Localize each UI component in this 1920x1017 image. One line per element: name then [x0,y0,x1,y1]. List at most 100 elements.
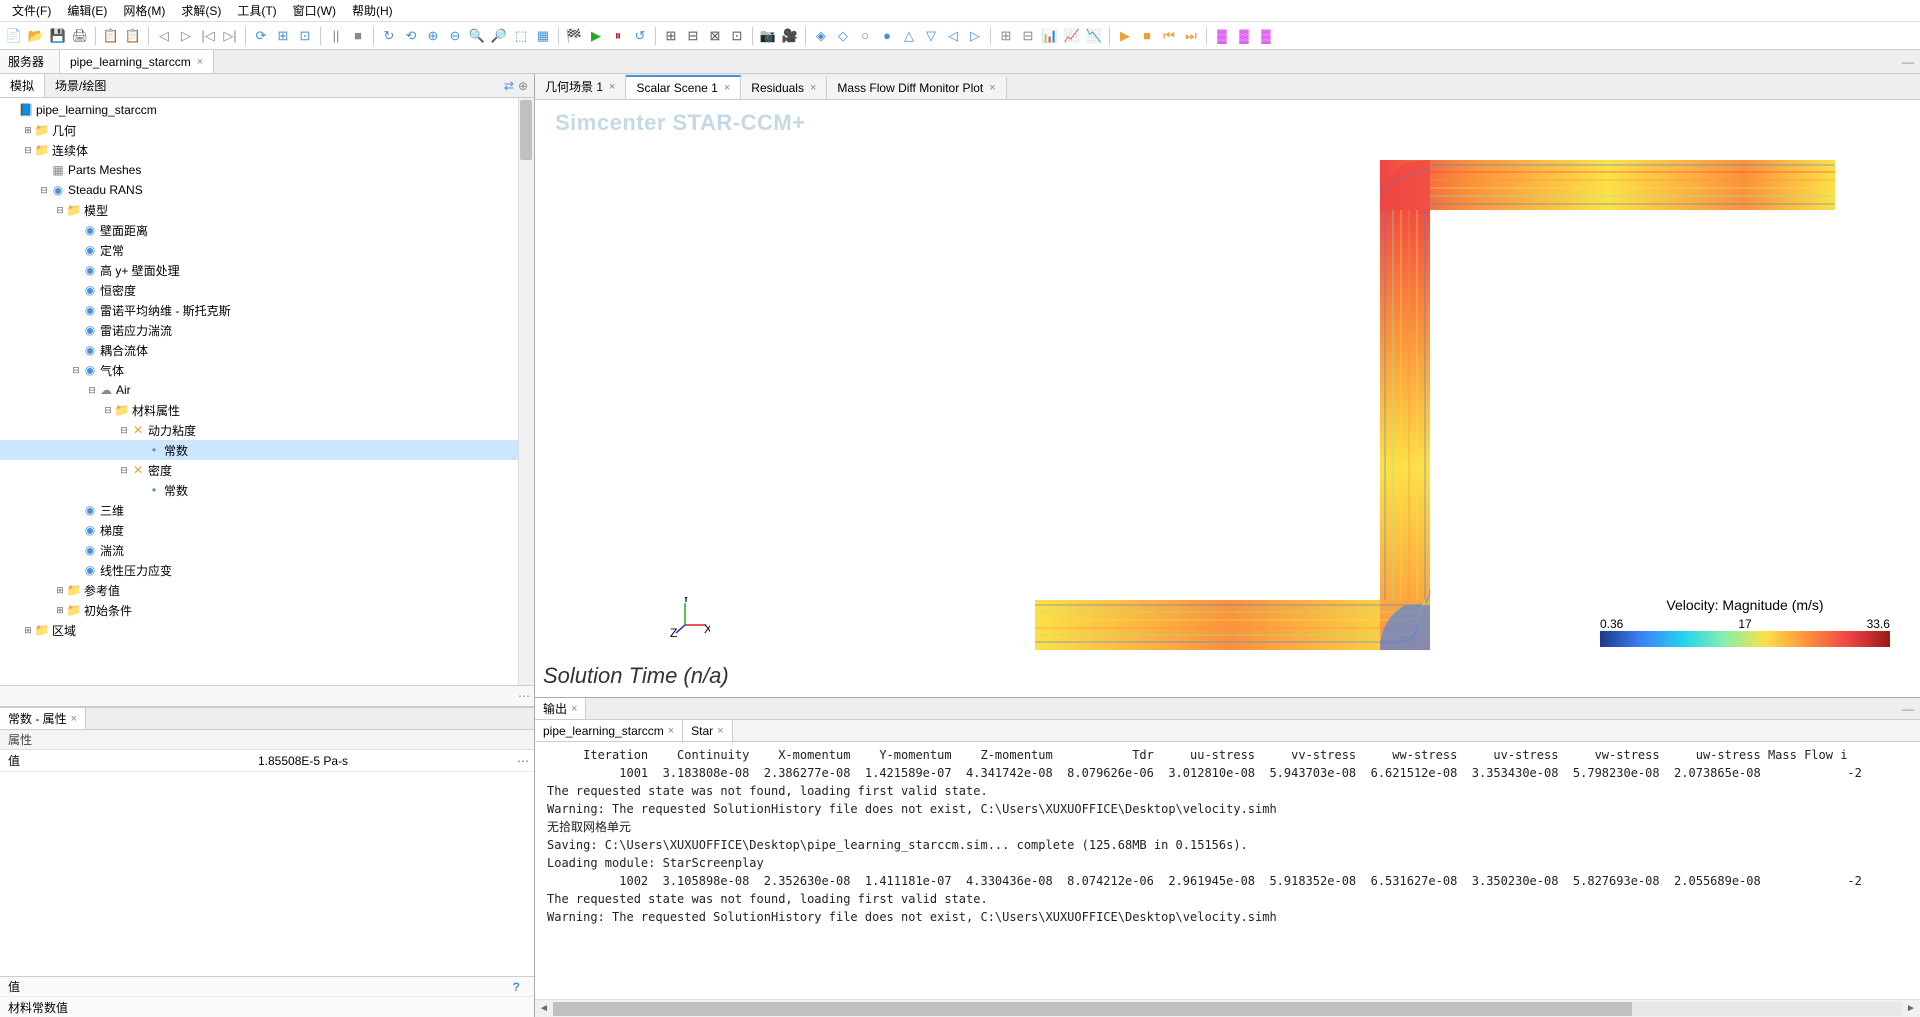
toolbar-button[interactable]: ⊕ [423,26,443,46]
help-icon[interactable]: ? [513,980,526,994]
menu-item[interactable]: 文件(F) [4,2,59,19]
tree-expander-icon[interactable]: ⊟ [118,425,130,436]
toolbar-button[interactable]: ⊠ [705,26,725,46]
scroll-right-icon[interactable]: ► [1902,1003,1920,1014]
toolbar-button[interactable]: ⊡ [727,26,747,46]
scroll-left-icon[interactable]: ◄ [535,1003,553,1014]
toolbar-button[interactable]: ○ [855,26,875,46]
tree-node[interactable]: ⊟✕密度 [0,460,534,480]
tree-node[interactable]: ◉梯度 [0,520,534,540]
toolbar-button[interactable]: ⊞ [996,26,1016,46]
output-subtab[interactable]: pipe_learning_starccm× [535,720,683,741]
toolbar-button[interactable]: ▶ [586,26,606,46]
tree-expander-icon[interactable]: ⊞ [54,585,66,596]
close-icon[interactable]: × [609,81,615,93]
toolbar-button[interactable]: 🏁 [564,26,584,46]
output-h-scrollbar[interactable]: ◄ ► [535,999,1920,1017]
output-subtab[interactable]: Star× [683,720,732,741]
tree-expander-icon[interactable]: ⊟ [118,465,130,476]
tree-expander-icon[interactable]: ⊞ [54,605,66,616]
tree-node[interactable]: ◉高 y+ 壁面处理 [0,260,534,280]
tree-node[interactable]: ⊟◉Steadu RANS [0,180,534,200]
toolbar-button[interactable]: || [326,26,346,46]
toolbar-button[interactable]: ■ [348,26,368,46]
toolbar-button[interactable]: 🖨 [70,26,90,46]
toolbar-button[interactable]: 📂 [26,26,46,46]
close-icon[interactable]: × [571,703,577,715]
minimize-icon[interactable]: — [1902,702,1920,716]
toolbar-button[interactable]: ⊡ [295,26,315,46]
toolbar-button[interactable]: 📄 [4,26,24,46]
toolbar-button[interactable]: ◇ [833,26,853,46]
menu-item[interactable]: 窗口(W) [285,2,344,19]
tab-scene[interactable]: 场景/绘图 [45,74,116,97]
tree-node[interactable]: ⊟✕动力粘度 [0,420,534,440]
minimize-icon[interactable]: — [1902,55,1920,69]
toolbar-button[interactable]: 📈 [1062,26,1082,46]
filter-icon[interactable]: ⊕ [518,79,528,93]
tree-node[interactable]: 📘pipe_learning_starccm [0,100,534,120]
tree-expander-icon[interactable]: ⊟ [54,205,66,216]
tree-node[interactable]: •常数 [0,440,534,460]
property-value[interactable]: 1.85508E-5 Pa-s [250,754,512,768]
close-icon[interactable]: × [724,82,730,94]
tree-expander-icon[interactable]: ⊟ [86,385,98,396]
menu-item[interactable]: 求解(S) [173,2,229,19]
tree-node[interactable]: ⊞📁几何 [0,120,534,140]
tree-node[interactable]: ⊞📁初始条件 [0,600,534,620]
property-row[interactable]: 值 1.85508E-5 Pa-s ⋯ [0,750,534,772]
toolbar-button[interactable]: ▓ [1234,26,1254,46]
toolbar-button[interactable]: ▷ [176,26,196,46]
scene-tab[interactable]: Scalar Scene 1× [626,75,741,99]
link-icon[interactable]: ⇄ [504,79,514,93]
toolbar-button[interactable]: |◁ [198,26,218,46]
toolbar-button[interactable]: ▽ [921,26,941,46]
toolbar-button[interactable]: ↻ [379,26,399,46]
file-tab[interactable]: pipe_learning_starccm × [60,50,214,73]
toolbar-button[interactable]: ⏭ [1181,26,1201,46]
toolbar-button[interactable]: 📋 [123,26,143,46]
tree-node[interactable]: ⊟📁材料属性 [0,400,534,420]
properties-tab[interactable]: 常数 - 属性 × [0,708,86,729]
toolbar-button[interactable]: ⟳ [251,26,271,46]
toolbar-button[interactable]: ⊟ [1018,26,1038,46]
tree-node[interactable]: ⊟◉气体 [0,360,534,380]
scene-tab[interactable]: Mass Flow Diff Monitor Plot× [827,77,1006,99]
toolbar-button[interactable]: 📷 [758,26,778,46]
tree-scrollbar[interactable] [518,98,534,685]
tree-node[interactable]: •常数 [0,480,534,500]
toolbar-button[interactable]: ⊞ [661,26,681,46]
tree-expander-icon[interactable]: ⊟ [38,185,50,196]
toolbar-button[interactable]: ↺ [630,26,650,46]
toolbar-button[interactable]: ▷| [220,26,240,46]
tree-expander-icon[interactable]: ⊟ [70,365,82,376]
toolbar-button[interactable]: ⊞ [273,26,293,46]
toolbar-button[interactable]: ▦ [533,26,553,46]
menu-item[interactable]: 网格(M) [115,2,173,19]
tree-node[interactable]: ⊟☁Air [0,380,534,400]
tree-node[interactable]: ◉线性压力应变 [0,560,534,580]
toolbar-button[interactable]: ⟲ [401,26,421,46]
close-icon[interactable]: × [989,82,995,94]
tree-node[interactable]: ⊞📁参考值 [0,580,534,600]
toolbar-button[interactable]: ⏸ [608,26,628,46]
close-icon[interactable]: × [668,725,674,737]
toolbar-button[interactable]: ▷ [965,26,985,46]
scene-tab[interactable]: 几何场景 1× [535,74,626,99]
toolbar-button[interactable]: 📉 [1084,26,1104,46]
toolbar-button[interactable]: ● [877,26,897,46]
menu-item[interactable]: 编辑(E) [59,2,115,19]
toolbar-button[interactable]: ⬚ [511,26,531,46]
tree-expander-icon[interactable]: ⊟ [22,145,34,156]
output-console[interactable]: Iteration Continuity X-momentum Y-moment… [535,742,1920,999]
toolbar-button[interactable]: ▶ [1115,26,1135,46]
toolbar-button[interactable]: ■ [1137,26,1157,46]
menu-item[interactable]: 帮助(H) [344,2,401,19]
toolbar-button[interactable]: ◁ [943,26,963,46]
menu-item[interactable]: 工具(T) [229,2,284,19]
close-icon[interactable]: × [197,56,203,68]
property-edit-button[interactable]: ⋯ [512,754,534,768]
close-icon[interactable]: × [71,713,77,725]
tree-view[interactable]: 📘pipe_learning_starccm⊞📁几何⊟📁连续体▦Parts Me… [0,98,534,685]
tree-node[interactable]: ▦Parts Meshes [0,160,534,180]
